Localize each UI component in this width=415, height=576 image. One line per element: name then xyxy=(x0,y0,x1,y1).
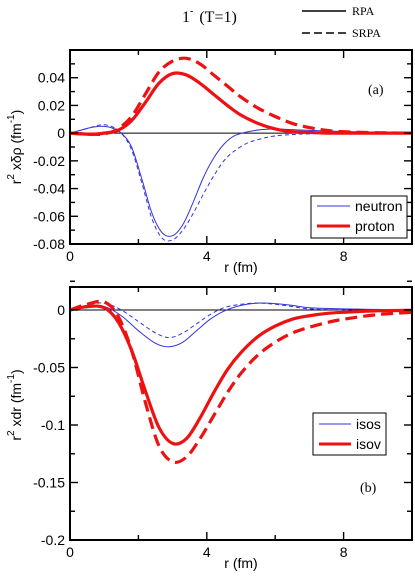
panel-a-ytick-label: -0.08 xyxy=(33,236,65,252)
title-main: 1 xyxy=(182,9,190,26)
panel-b-xlabel: r (fm) xyxy=(224,555,257,571)
series-isos-srpa-line xyxy=(70,302,412,339)
panel-b-legend: isos isov xyxy=(312,412,387,456)
series-isov-rpa-line xyxy=(70,304,412,446)
panel-a-legend: neutron proton xyxy=(310,195,408,239)
panel-a-ytick-label: 0 xyxy=(57,125,65,141)
panel-a-plot-area xyxy=(70,56,412,242)
panel-a-xtick-label: 0 xyxy=(66,248,74,264)
panel-b-ylabel-sup2: -1 xyxy=(6,374,17,383)
panel-b-plot-area xyxy=(70,299,412,465)
panel-a-ylabel-mid: xδρ (fm xyxy=(8,123,24,174)
panel-a-ylabel-pre: r xyxy=(8,179,24,184)
series-proton-srpa-line xyxy=(70,56,412,137)
panel-b-xtick-label: 0 xyxy=(66,544,74,560)
panel-b-ylabel-post: ) xyxy=(8,369,24,374)
key-rpa-label: RPA xyxy=(352,4,375,18)
series-proton-rpa-line xyxy=(70,71,412,136)
panel-a-ticks: 0 4 8 0.04 0.02 0 -0.02 -0.04 -0.06 -0.08 xyxy=(33,49,413,264)
key-srpa-label: SRPA xyxy=(352,26,381,40)
panel-a-ytick-label: -0.04 xyxy=(33,181,65,197)
panel-b-ytick-label: -0.1 xyxy=(41,417,65,433)
panel-b-ytick-label: -0.2 xyxy=(41,532,65,548)
legend-proton-label: proton xyxy=(355,218,395,234)
panel-b-tag: (b) xyxy=(360,481,377,496)
panel-b-frame xyxy=(69,286,413,541)
panel-a-xtick-label: 4 xyxy=(203,248,211,264)
panel-b-ylabel-pre: r xyxy=(8,436,24,441)
panel-a-ytick-label: 0.02 xyxy=(38,97,65,113)
panel-b-ylabel: r2 xdr (fm-1) xyxy=(6,369,24,440)
figure-title: 1- (T=1) xyxy=(182,6,237,26)
panel-a-ytick-label: -0.06 xyxy=(33,208,65,224)
legend-isos-label: isos xyxy=(356,416,381,432)
panel-b-ylabel-mid: xdr (fm xyxy=(8,383,24,430)
figure-header: 1- (T=1) RPA SRPA xyxy=(182,4,381,40)
panel-a-ylabel: r2 xδρ (fm-1) xyxy=(6,110,24,185)
panel-a: 0 4 8 0.04 0.02 0 -0.02 -0.04 -0.06 -0.08 (a) neu… xyxy=(6,49,413,275)
panel-b-ytick-label: -0.15 xyxy=(33,475,65,491)
panel-b-xtick-label: 4 xyxy=(203,544,211,560)
panel-a-ylabel-sup2: -1 xyxy=(6,114,17,123)
series-isos-rpa-line xyxy=(70,302,412,348)
panel-a-legend-box xyxy=(310,195,408,239)
panel-a-tag: (a) xyxy=(368,83,384,98)
legend-neutron-label: neutron xyxy=(355,198,402,214)
panel-a-xtick-label: 8 xyxy=(340,248,348,264)
panel-a-xlabel: r (fm) xyxy=(224,259,257,275)
panel-a-ytick-label: 0.04 xyxy=(38,70,65,86)
panel-a-ylabel-sup1: 2 xyxy=(6,174,17,180)
panel-b: 0 4 8 0 -0.05 -0.1 -0.15 -0.2 (b) isos isov r (… xyxy=(6,280,413,571)
legend-isov-label: isov xyxy=(356,436,381,452)
panel-a-ytick-label: -0.02 xyxy=(33,153,65,169)
panel-b-ytick-label: -0.05 xyxy=(33,360,65,376)
title-rest: (T=1) xyxy=(199,9,236,26)
title-sup: - xyxy=(190,6,193,17)
panel-a-ylabel-post: ) xyxy=(8,110,24,115)
panel-b-ytick-label: 0 xyxy=(57,302,65,318)
panel-b-ticks: 0 4 8 0 -0.05 -0.1 -0.15 -0.2 xyxy=(33,280,413,560)
series-neutron-rpa-line xyxy=(70,125,412,237)
series-isov-srpa-line xyxy=(70,299,412,465)
panel-b-ylabel-sup1: 2 xyxy=(6,430,17,436)
panel-b-legend-box xyxy=(312,412,387,456)
series-neutron-srpa-line xyxy=(70,124,412,242)
panel-b-xtick-label: 8 xyxy=(340,544,348,560)
